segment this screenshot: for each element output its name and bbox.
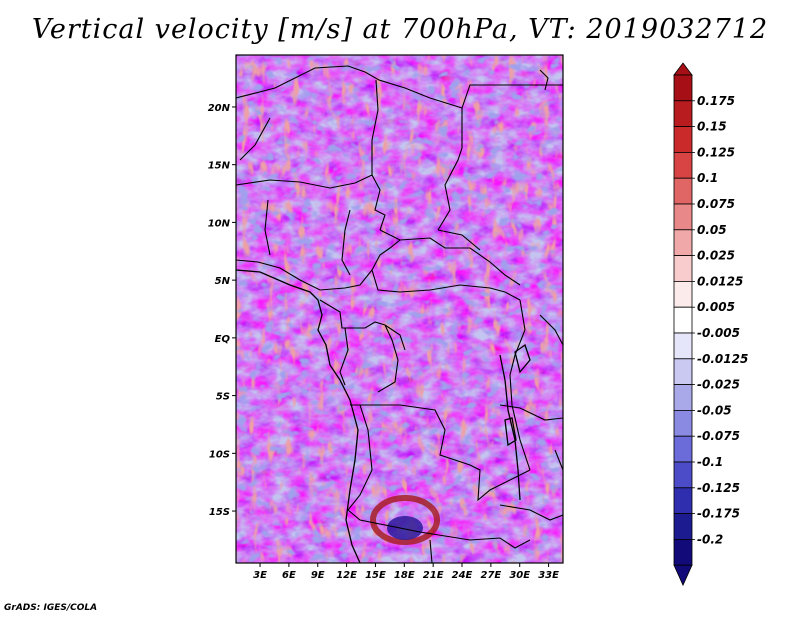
map-plot: 20N 15N 10N 5N EQ 5S 10S 15S 3E 6E 9E 12E 15E 18E 21E… [208,54,748,587]
map-frame [235,54,564,564]
colorbar-swatch [673,126,693,153]
colorbar-label: -0.1 [697,455,723,469]
colorbar-bottom-arrow [673,564,693,587]
colorbar-swatch [673,280,693,308]
grads-credit: GrADS: IGES/COLA [4,603,98,613]
lat-tick-label: 15S [209,507,230,518]
lon-tick-label: 18E [394,570,415,581]
colorbar-label: -0.025 [697,378,740,392]
colorbar-label: 0.15 [697,120,727,134]
lon-tick-label: 15E [365,570,386,581]
colorbar-label: 0.175 [697,94,735,108]
colorbar-label: -0.125 [697,481,740,495]
lat-tick-label: 10S [209,449,230,460]
colorbar-swatch [673,229,693,257]
lat-tick-label: 20N [208,103,231,114]
colorbar-swatch [673,513,693,540]
lon-tick-label: 3E [253,570,267,581]
colorbar-swatch [673,332,693,360]
chart-title: Vertical velocity [m/s] at 700hPa, VT: 2… [31,14,769,45]
colorbar-swatch [673,151,693,179]
colorbar-label: -0.05 [697,403,732,417]
latitude-axis: 20N 15N 10N 5N EQ 5S 10S 15S [208,103,236,518]
lat-tick-label: 5N [215,276,231,287]
colorbar-label: 0.05 [697,223,727,237]
lon-tick-label: 33E [538,570,559,581]
colorbar-swatch [673,461,693,489]
colorbar-label: 0.1 [697,171,718,185]
lat-tick-label: 15N [208,161,231,172]
colorbar-swatch [673,358,693,385]
lat-tick-label: 5S [216,392,230,403]
colorbar-top-arrow [673,62,693,76]
longitude-axis: 3E 6E 9E 12E 15E 18E 21E 24E 27E 30E 33E [253,563,559,581]
lat-tick-label: 10N [208,218,231,229]
colorbar-label: 0.005 [697,300,735,314]
lat-tick-label: EQ [215,334,231,345]
colorbar-swatch [673,409,693,437]
lon-tick-label: 30E [509,570,530,581]
colorbar-label: 0.025 [697,249,735,263]
lon-tick-label: 12E [336,570,357,581]
colorbar-label: 0.075 [697,197,735,211]
lon-tick-label: 9E [311,570,325,581]
coastline [236,269,531,563]
colorbar-swatch [673,539,693,566]
colorbar: 0.175 0.15 0.125 0.1 0.075 0.05 0.025 0.0125 0.0… [673,62,748,587]
lon-tick-label: 27E [480,570,501,581]
colorbar-swatch [673,384,693,411]
lon-tick-label: 21E [423,570,444,581]
colorbar-swatch [673,255,693,282]
country-borders [236,65,563,563]
colorbar-swatch [673,100,693,128]
lon-tick-label: 6E [282,570,296,581]
colorbar-label: -0.0125 [697,352,748,366]
colorbar-swatch [673,203,693,231]
colorbar-label: -0.075 [697,429,740,443]
colorbar-swatch [673,487,693,514]
lon-tick-label: 24E [452,570,473,581]
velocity-field [236,55,563,563]
colorbar-swatch [673,306,693,334]
colorbar-swatch [673,177,693,205]
colorbar-label: 0.125 [697,145,735,159]
colorbar-swatch [673,74,693,102]
colorbar-label: -0.2 [697,532,723,546]
colorbar-label: -0.005 [697,326,740,340]
colorbar-label: -0.175 [697,507,740,521]
colorbar-swatch [673,435,693,463]
colorbar-label: 0.0125 [697,274,743,288]
